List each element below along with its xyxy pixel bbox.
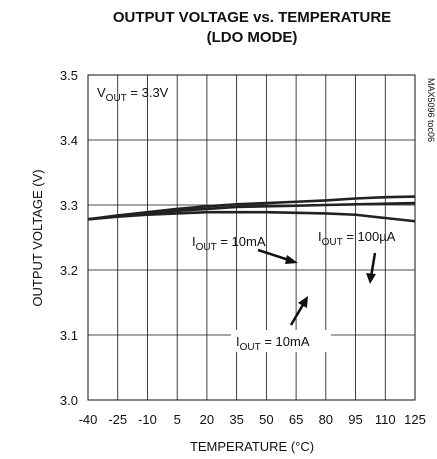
- y-axis-label: OUTPUT VOLTAGE (V): [30, 169, 45, 306]
- annotation-part: I: [236, 334, 240, 349]
- arrow: [289, 302, 306, 326]
- annotation-part: OUT: [196, 242, 217, 253]
- annotation: IOUT = 10mA: [236, 334, 310, 353]
- annotation-part: = 10mA: [217, 234, 266, 249]
- annotation-part: OUT: [322, 237, 343, 248]
- x-tick-label: 5: [174, 412, 181, 427]
- x-tick-label: 125: [404, 412, 426, 427]
- annotation-part: = 3.3V: [127, 85, 169, 100]
- label-background: [231, 330, 331, 352]
- chart-subtitle: (LDO MODE): [207, 29, 298, 46]
- annotation-part: = 100µA: [343, 229, 396, 244]
- chart-title: OUTPUT VOLTAGE vs. TEMPERATURE: [113, 9, 391, 26]
- plot-frame: [87, 74, 416, 401]
- y-tick-label: 3.3: [60, 198, 78, 213]
- plot-area: 3.0 3.1 3.2 3.3 3.4 3.5 -40 -25 -10 5 20 35 50 65 80 95…: [60, 68, 426, 427]
- arrow-head: [285, 255, 298, 264]
- arrow-head: [366, 273, 376, 284]
- arrow: [369, 252, 377, 278]
- annotation-part: I: [318, 229, 322, 244]
- annotation: IOUT = 100µA: [318, 229, 396, 248]
- x-tick-label: 95: [348, 412, 362, 427]
- annotation-part: = 10mA: [261, 334, 310, 349]
- y-tick-label: 3.2: [60, 263, 78, 278]
- y-tick-label: 3.0: [60, 393, 78, 408]
- x-tick-label: -10: [138, 412, 157, 427]
- annotations: VOUT = 3.3V IOUT = 10mA IOUT = 100µA IOU…: [97, 85, 396, 353]
- annotation-part: OUT: [240, 342, 261, 353]
- arrow-head: [298, 296, 308, 308]
- series-line: [87, 210, 416, 223]
- annotation: VOUT = 3.3V: [97, 85, 169, 104]
- x-axis-label: TEMPERATURE (°C): [190, 439, 314, 454]
- y-tick-label: 3.4: [60, 133, 78, 148]
- y-tick-label: 3.5: [60, 68, 78, 83]
- y-tick-label: 3.1: [60, 328, 78, 343]
- x-tick-label: 110: [375, 412, 396, 427]
- side-note: MAX5096 toc06: [426, 78, 436, 142]
- x-tick-label: 80: [319, 412, 333, 427]
- annotation-part: V: [97, 85, 106, 100]
- x-tick-label: 65: [289, 412, 303, 427]
- x-tick-label: 20: [200, 412, 214, 427]
- annotation-part: OUT: [106, 93, 127, 104]
- x-tick-label: 35: [229, 412, 243, 427]
- x-tick-label: -40: [79, 412, 98, 427]
- annotation: IOUT = 10mA: [192, 234, 266, 253]
- annotation-part: I: [192, 234, 196, 249]
- x-tick-label: -25: [108, 412, 127, 427]
- x-tick-label: 50: [259, 412, 273, 427]
